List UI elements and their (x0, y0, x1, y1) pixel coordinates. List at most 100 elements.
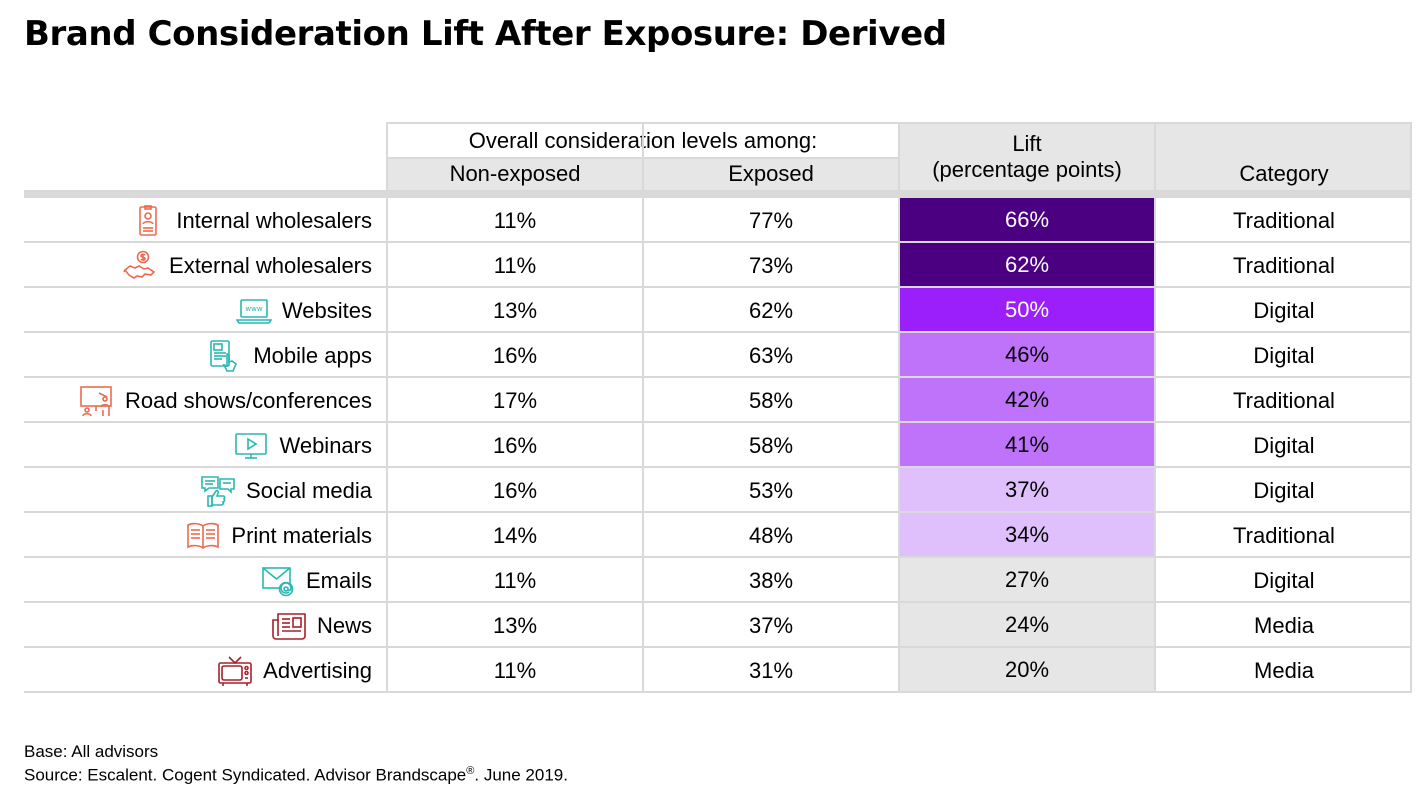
table-row: Emails 11% 38% 27% Digital (24, 558, 1412, 603)
television-icon (217, 655, 253, 687)
row-label: News (24, 603, 386, 648)
table-row: Internal wholesalers 11% 77% 66% Traditional (24, 198, 1412, 243)
header-exposed: Exposed (644, 159, 898, 190)
lift-value: 50% (900, 288, 1154, 331)
category-value: Media (1254, 657, 1314, 683)
table-row: Advertising 11% 31% 20% Media (24, 648, 1412, 693)
row-label-text: Webinars (279, 432, 372, 458)
exposed-value: 53% (748, 477, 794, 503)
row-label: Road shows/conferences (24, 378, 386, 423)
row-divider (24, 421, 1412, 423)
category-value: Digital (1253, 567, 1315, 593)
nonexposed-value: 11% (493, 657, 537, 683)
row-label-text: Print materials (231, 522, 372, 548)
category-value: Traditional (1233, 207, 1335, 233)
table-row: Print materials 14% 48% 34% Traditional (24, 513, 1412, 558)
lift-value: 42% (900, 378, 1154, 421)
column-divider (386, 122, 388, 693)
category-value: Digital (1253, 432, 1315, 458)
row-label: External wholesalers (24, 243, 386, 288)
lift-value: 62% (900, 243, 1154, 286)
row-label-text: Social media (246, 477, 372, 503)
svg-text:www: www (245, 305, 262, 313)
nonexposed-value: 16% (492, 477, 538, 503)
nonexposed-value: 11% (493, 207, 537, 233)
category-value: Traditional (1233, 522, 1335, 548)
column-divider (898, 122, 900, 693)
category-value: Digital (1253, 342, 1315, 368)
header-lift-line2: (percentage points) (932, 157, 1122, 182)
row-divider (24, 556, 1412, 558)
lift-value: 37% (900, 468, 1154, 511)
nonexposed-value: 16% (492, 432, 538, 458)
tablet-touch-icon (207, 339, 243, 372)
nonexposed-value: 11% (493, 567, 537, 593)
video-screen-icon (233, 430, 269, 462)
row-label: Mobile apps (24, 333, 386, 378)
id-badge-icon (130, 204, 166, 237)
row-label-text: Websites (281, 297, 372, 323)
chat-thumbs-up-icon (200, 475, 236, 507)
footer-source-prefix: Source: Escalent. Cogent Syndicated. Adv… (24, 765, 467, 785)
header-category: Category (1156, 124, 1412, 190)
footer-source-mark: ® (466, 765, 475, 777)
lift-value: 46% (900, 333, 1154, 376)
nonexposed-value: 16% (492, 342, 538, 368)
table-row: Social media 16% 53% 37% Digital (24, 468, 1412, 513)
table-row: Road shows/conferences 17% 58% 42% Tradition… (24, 378, 1412, 423)
row-label-text: Road shows/conferences (124, 387, 372, 413)
newspaper-icon (271, 610, 307, 642)
column-divider (642, 122, 644, 693)
lift-value: 24% (900, 603, 1154, 646)
nonexposed-value: 13% (492, 297, 538, 323)
exposed-value: 38% (748, 567, 794, 593)
table-row: News 13% 37% 24% Media (24, 603, 1412, 648)
lift-value: 66% (900, 198, 1154, 241)
footer-source-suffix: . June 2019. (474, 765, 568, 785)
row-divider (24, 646, 1412, 648)
lift-value: 34% (900, 513, 1154, 556)
exposed-value: 37% (748, 612, 794, 638)
lift-value: 27% (900, 558, 1154, 601)
row-divider (24, 376, 1412, 378)
page-title: Brand Consideration Lift After Exposure:… (24, 14, 947, 54)
nonexposed-value: 11% (493, 252, 537, 278)
row-label-text: Internal wholesalers (176, 207, 372, 233)
lift-value: 41% (900, 423, 1154, 466)
header-lift: Lift (percentage points) (900, 124, 1154, 190)
row-label: Social media (24, 468, 386, 513)
table-row: Mobile apps 16% 63% 46% Digital (24, 333, 1412, 378)
column-divider (1410, 122, 1412, 693)
row-divider (24, 286, 1412, 288)
row-label-text: Advertising (263, 657, 372, 683)
exposed-value: 63% (748, 342, 794, 368)
category-value: Traditional (1233, 252, 1335, 278)
laptop-www-icon: www (235, 295, 272, 327)
exposed-value: 58% (748, 387, 794, 413)
exposed-value: 58% (748, 432, 794, 458)
row-label: Internal wholesalers (24, 198, 386, 243)
row-divider (24, 241, 1412, 243)
exposed-value: 77% (748, 207, 794, 233)
exposed-value: 73% (748, 252, 794, 278)
exposed-value: 31% (748, 657, 794, 683)
presentation-icon (79, 385, 115, 417)
footer-base: Base: All advisors (24, 742, 159, 761)
category-value: Media (1254, 612, 1314, 638)
lift-value: 20% (900, 648, 1154, 691)
row-label: www Websites (24, 288, 386, 333)
nonexposed-value: 13% (492, 612, 538, 638)
category-value: Traditional (1233, 387, 1335, 413)
exposed-value: 48% (748, 522, 794, 548)
row-label-text: Emails (305, 567, 372, 593)
row-label: Print materials (24, 513, 386, 558)
row-label-text: Mobile apps (253, 342, 372, 368)
row-label: Advertising (24, 648, 386, 693)
table-row: www Websites 13% 62% 50% Digital (24, 288, 1412, 333)
row-divider (24, 511, 1412, 513)
category-value: Digital (1253, 477, 1315, 503)
column-divider (1154, 122, 1156, 693)
row-label-text: News (316, 612, 372, 638)
row-divider (24, 466, 1412, 468)
category-value: Digital (1253, 297, 1315, 323)
